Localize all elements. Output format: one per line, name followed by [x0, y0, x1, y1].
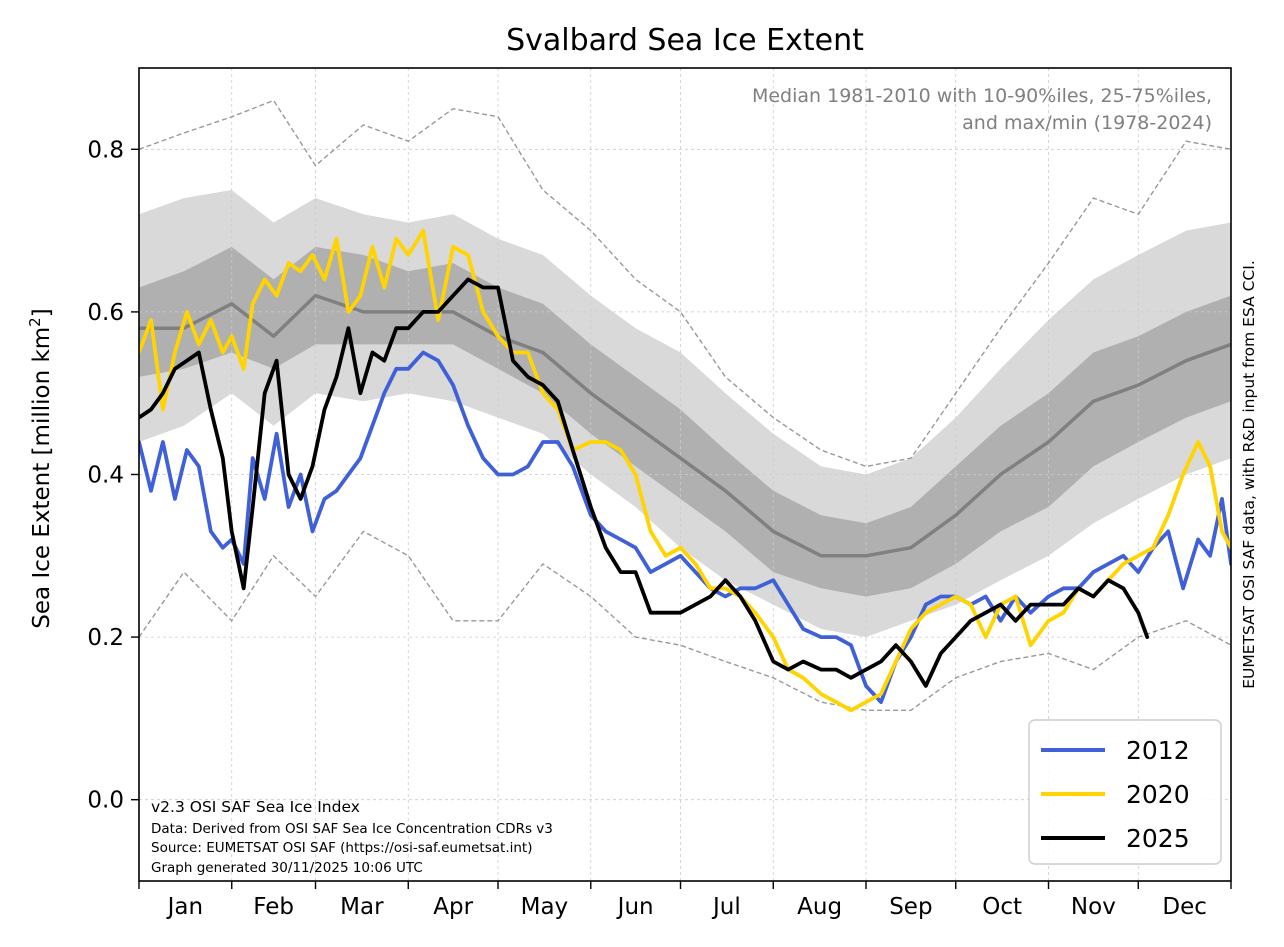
- footnote-line: Source: EUMETSAT OSI SAF (https://osi-sa…: [151, 840, 532, 856]
- x-month-label: Nov: [1071, 894, 1116, 920]
- legend-box: [1028, 719, 1222, 865]
- min-max-lines: [139, 99, 1231, 711]
- max-line: [139, 99, 1231, 468]
- min-line: [139, 530, 1231, 711]
- footnote-line: Graph generated 30/11/2025 10:06 UTC: [151, 860, 423, 876]
- grid-lines: [139, 68, 1231, 881]
- y-axis-label-superscript: 2: [26, 317, 44, 327]
- series-lines: [139, 228, 1231, 713]
- y-tick-label: 0.0: [87, 788, 124, 814]
- chart-title: Svalbard Sea Ice Extent: [506, 23, 864, 58]
- legend-label-2020: 2020: [1126, 780, 1190, 809]
- legend-label-2025: 2025: [1126, 824, 1190, 853]
- series-line-2025: [139, 277, 1150, 688]
- y-axis-label-main: Sea Ice Extent [million km: [29, 327, 55, 629]
- y-tick-label: 0.6: [87, 300, 124, 326]
- x-month-label: Dec: [1162, 894, 1207, 920]
- axes: 0.0 0.2 0.4 0.6 0.8 Jan Feb Mar Apr May Jun Jul Aug S…: [87, 67, 1232, 920]
- y-axis-label-close: ]: [29, 308, 55, 317]
- series-line-2012: [139, 350, 1231, 704]
- median-line: [139, 293, 1231, 558]
- x-month-label: Jun: [616, 894, 654, 920]
- series-line-2020: [139, 228, 1231, 713]
- y-tick-label: 0.8: [87, 137, 124, 163]
- y-tick-label: 0.2: [87, 625, 124, 651]
- data-source-side-note: EUMETSAT OSI SAF data, with R&D input fr…: [1240, 260, 1258, 689]
- x-month-label: Jan: [166, 894, 203, 920]
- climatology-bands: [139, 190, 1231, 638]
- x-month-label: Sep: [889, 894, 932, 920]
- x-month-label: Feb: [253, 894, 294, 920]
- x-month-label: Mar: [340, 894, 384, 920]
- x-month-label: Aug: [797, 894, 842, 920]
- climatology-annotation: and max/min (1978-2024): [962, 112, 1212, 134]
- legend-label-2012: 2012: [1126, 736, 1190, 765]
- median-series-line: [139, 293, 1231, 558]
- footnote-line: v2.3 OSI SAF Sea Ice Index: [151, 798, 360, 816]
- x-month-label: Apr: [433, 894, 473, 920]
- band-25-75: [139, 246, 1231, 597]
- y-axis-label: Sea Ice Extent [million km2]: [26, 308, 55, 628]
- x-month-label: May: [521, 894, 569, 920]
- legend: 2012 2020 2025: [1028, 719, 1222, 865]
- x-month-label: Oct: [982, 894, 1022, 920]
- y-tick-label: 0.4: [87, 463, 124, 489]
- footnote-line: Data: Derived from OSI SAF Sea Ice Conce…: [151, 821, 553, 837]
- x-month-label: Jul: [711, 894, 741, 920]
- chart-texts: Svalbard Sea Ice Extent Sea Ice Extent [m…: [26, 23, 1258, 876]
- climatology-annotation: Median 1981-2010 with 10-90%iles, 25-75%…: [752, 85, 1212, 107]
